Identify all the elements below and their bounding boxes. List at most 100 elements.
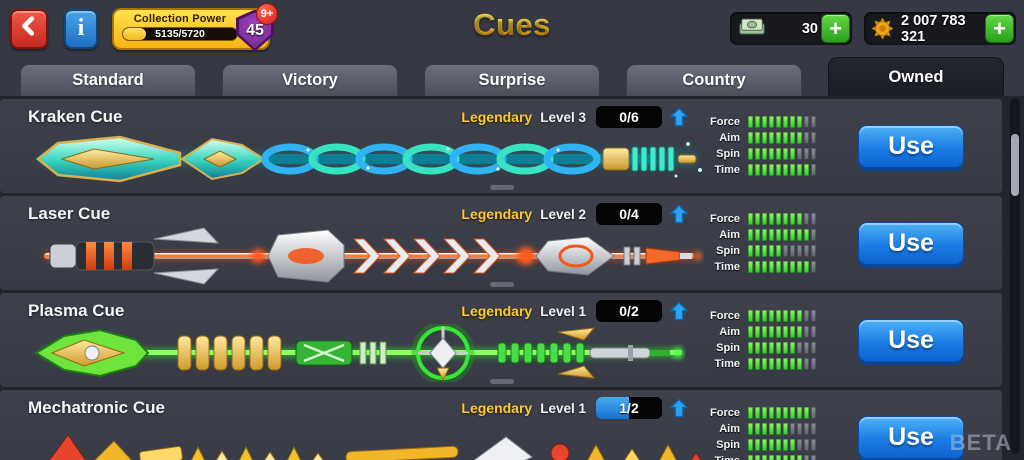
upgrade-arrow-icon[interactable] — [670, 204, 688, 225]
stat-segment — [811, 164, 816, 176]
stat-label: Aim — [719, 132, 740, 144]
stat-segment — [804, 439, 809, 451]
stat-segment — [769, 132, 774, 144]
stat-line: Spin — [694, 438, 822, 452]
cash-value: 30 — [801, 20, 818, 37]
stat-label: Aim — [719, 423, 740, 435]
tab-surprise[interactable]: Surprise — [424, 64, 600, 96]
cue-name: Mechatronic Cue — [28, 398, 165, 417]
back-button[interactable] — [10, 8, 48, 49]
stat-segment — [762, 326, 767, 338]
stat-label: Aim — [719, 229, 740, 241]
scrollbar-thumb[interactable] — [1011, 134, 1019, 196]
stat-segment — [811, 229, 816, 241]
stat-segment — [783, 423, 788, 435]
use-button[interactable]: Use — [858, 318, 964, 362]
stat-segment — [804, 213, 809, 225]
stat-segment — [748, 261, 753, 273]
stat-segment — [755, 358, 760, 370]
coins-counter: 2 007 783 321 + — [864, 12, 1016, 45]
collection-power-badge[interactable]: Collection Power 5135/5720 45 9+ — [112, 2, 278, 52]
stat-segment — [755, 455, 760, 460]
back-icon — [18, 15, 40, 42]
scrollbar-track[interactable] — [1010, 98, 1020, 454]
stat-label: Spin — [716, 439, 740, 451]
stat-segment — [748, 439, 753, 451]
stat-segment — [790, 455, 795, 460]
stat-segment — [811, 439, 816, 451]
stat-segment — [762, 213, 767, 225]
stat-segment — [804, 358, 809, 370]
stat-segment — [797, 439, 802, 451]
collection-power-progressbar: 5135/5720 — [122, 26, 238, 41]
cue-progress-text: 0/6 — [619, 109, 639, 125]
stat-segment — [769, 342, 774, 354]
add-coins-button[interactable]: + — [985, 14, 1014, 43]
collection-power-label: Collection Power — [133, 12, 227, 25]
stat-segment — [769, 310, 774, 322]
stat-bar — [748, 407, 816, 419]
stat-segment — [762, 310, 767, 322]
use-button[interactable]: Use — [858, 124, 964, 168]
stat-segment — [762, 132, 767, 144]
stat-segment — [776, 229, 781, 241]
stat-segment — [783, 245, 788, 257]
stat-segment — [804, 423, 809, 435]
stat-segment — [811, 407, 816, 419]
upgrade-arrow-icon[interactable] — [670, 301, 688, 322]
stat-line: Force — [694, 115, 822, 129]
stat-segment — [755, 116, 760, 128]
tab-victory[interactable]: Victory — [222, 64, 398, 96]
stat-segment — [776, 148, 781, 160]
cue-level: Level 2 — [540, 206, 586, 222]
stat-segment — [804, 132, 809, 144]
stat-segment — [804, 326, 809, 338]
stat-segment — [790, 342, 795, 354]
stat-label: Time — [694, 455, 740, 460]
tab-country[interactable]: Country — [626, 64, 802, 96]
cue-rarity: Legendary — [461, 303, 533, 319]
add-cash-button[interactable]: + — [821, 14, 850, 43]
stat-segment — [769, 245, 774, 257]
stat-segment — [769, 423, 774, 435]
stat-segment — [776, 358, 781, 370]
stat-label: Force — [710, 310, 740, 322]
stat-bar — [748, 342, 816, 354]
upgrade-arrow-icon[interactable] — [670, 398, 688, 419]
cue-name: Laser Cue — [28, 204, 111, 223]
stat-segment — [769, 358, 774, 370]
stat-segment — [769, 213, 774, 225]
stat-segment — [769, 148, 774, 160]
tab-owned[interactable]: Owned — [828, 57, 1004, 96]
stat-segment — [811, 358, 816, 370]
stat-segment — [783, 439, 788, 451]
stat-segment — [797, 116, 802, 128]
stat-segment — [762, 407, 767, 419]
stat-segment — [783, 310, 788, 322]
stat-segment — [755, 245, 760, 257]
stat-segment — [797, 407, 802, 419]
stat-segment — [769, 229, 774, 241]
cue-stats: Force Aim Spin Time — [694, 404, 822, 460]
tab-standard[interactable]: Standard — [20, 64, 196, 96]
cue-art-plasma — [28, 321, 700, 385]
stat-segment — [755, 213, 760, 225]
use-button[interactable]: Use — [858, 415, 964, 459]
stat-line: Aim — [694, 228, 822, 242]
info-button[interactable]: i — [64, 8, 98, 49]
stat-segment — [755, 229, 760, 241]
row-divider-dash — [490, 185, 514, 190]
stat-segment — [804, 342, 809, 354]
row-divider-dash — [490, 282, 514, 287]
stat-segment — [755, 261, 760, 273]
stat-segment — [790, 213, 795, 225]
stat-segment — [762, 455, 767, 460]
cue-stats: Force Aim Spin Time — [694, 210, 822, 276]
cue-row-plasma: Plasma Cue Legendary Level 1 0/2 — [0, 293, 1002, 387]
stat-bar — [748, 164, 816, 176]
stat-segment — [769, 116, 774, 128]
stat-segment — [790, 310, 795, 322]
cue-progress-pill: 1/2 — [596, 397, 662, 419]
use-button[interactable]: Use — [858, 221, 964, 265]
upgrade-arrow-icon[interactable] — [670, 107, 688, 128]
